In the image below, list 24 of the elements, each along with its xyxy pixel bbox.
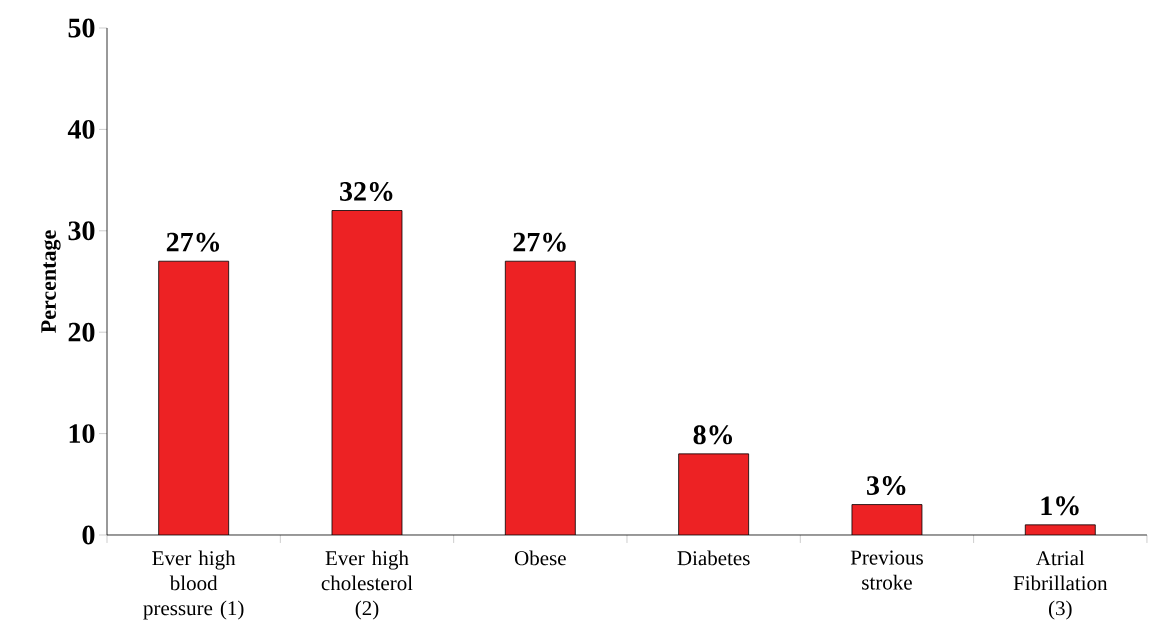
x-tick-label: Ever high blood pressure (1) <box>143 550 244 620</box>
x-tick-label: Obese <box>514 550 566 566</box>
y-tick-label: 20 <box>68 322 95 342</box>
y-tick-label: 50 <box>68 18 95 38</box>
y-axis-title: Percentage <box>41 230 61 333</box>
x-tick-label: Previous stroke <box>850 550 923 590</box>
bar <box>678 453 749 535</box>
bar <box>505 261 576 535</box>
bar <box>851 504 922 535</box>
y-tick-label: 10 <box>69 424 95 444</box>
data-label: 8% <box>693 425 733 445</box>
y-tick-label: 0 <box>82 525 95 545</box>
x-tick-label: Atrial Fibrillation (3) <box>1013 550 1108 620</box>
data-label: 32% <box>340 181 393 201</box>
data-label: 1% <box>1041 496 1079 516</box>
y-tick-label: 30 <box>68 221 95 241</box>
bar <box>158 261 229 535</box>
data-label: 27% <box>513 232 566 252</box>
x-tick-label: Diabetes <box>677 550 750 566</box>
data-label: 27% <box>166 232 220 252</box>
y-tick-label: 40 <box>67 119 95 139</box>
data-label: 3% <box>867 476 906 496</box>
x-tick-label: Ever high cholesterol (2) <box>321 550 413 620</box>
bar <box>332 210 402 535</box>
